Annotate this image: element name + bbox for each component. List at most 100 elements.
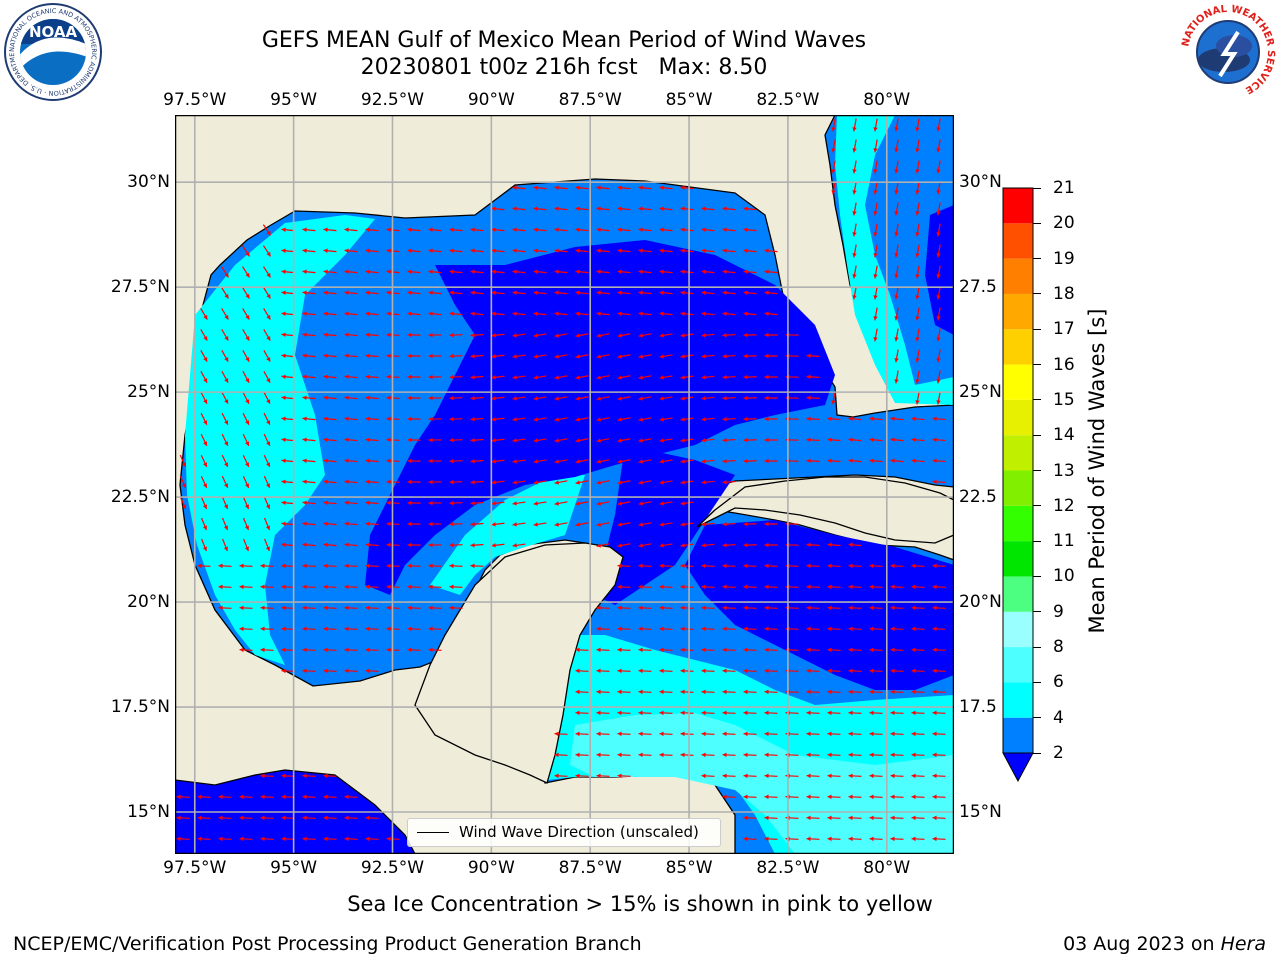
wind-wave-arrow — [263, 391, 271, 405]
wind-wave-arrow — [596, 417, 610, 422]
wind-wave-arrow — [407, 269, 421, 274]
wind-wave-arrow — [302, 626, 316, 632]
wind-wave-arrow — [936, 160, 941, 174]
wind-wave-arrow — [701, 522, 715, 527]
wind-wave-arrow — [323, 647, 337, 653]
lon-tick-bottom: 92.5°W — [360, 858, 425, 878]
wind-wave-arrow — [491, 269, 505, 274]
wind-wave-arrow — [512, 333, 526, 338]
wind-wave-arrow — [617, 206, 631, 211]
wind-wave-arrow — [659, 269, 673, 274]
wind-wave-arrow — [848, 542, 862, 547]
wind-wave-arrow — [827, 647, 841, 653]
lon-tick-top: 85°W — [665, 90, 713, 110]
wind-wave-arrow — [449, 374, 463, 380]
wind-wave-arrow — [554, 311, 568, 316]
wind-wave-arrow — [491, 480, 505, 485]
wind-wave-arrow — [407, 500, 421, 506]
credit-text: NCEP/EMC/Verification Post Processing Pr… — [13, 933, 642, 955]
wind-wave-arrow — [617, 248, 631, 253]
wind-wave-arrow — [407, 353, 421, 359]
wind-wave-arrow — [764, 353, 778, 359]
wind-wave-arrow — [680, 459, 694, 464]
wind-wave-arrow — [894, 181, 899, 195]
wind-wave-arrow — [743, 815, 757, 821]
wind-wave-arrow — [407, 584, 421, 590]
wind-wave-arrow — [806, 353, 820, 359]
wind-wave-arrow — [407, 605, 421, 611]
wind-wave-arrow — [764, 374, 778, 380]
wind-wave-arrow — [680, 752, 694, 758]
wind-wave-arrow — [869, 647, 883, 653]
wind-wave-arrow — [911, 626, 925, 632]
wind-wave-arrow — [617, 584, 631, 590]
wind-wave-arrow — [638, 563, 652, 569]
wind-wave-arrow — [281, 794, 295, 800]
wind-wave-arrow — [680, 563, 694, 569]
wind-wave-arrow — [365, 626, 379, 632]
wind-wave-arrow — [890, 689, 904, 695]
wind-wave-arrow — [263, 287, 271, 299]
wind-wave-arrow — [263, 412, 271, 426]
wind-wave-arrow — [533, 269, 547, 274]
wind-wave-arrow — [743, 794, 757, 800]
wind-wave-arrow — [179, 454, 187, 468]
wind-wave-arrow — [554, 459, 568, 464]
wind-wave-arrow — [323, 311, 337, 316]
map-frame — [175, 115, 954, 854]
wind-wave-arrow — [200, 370, 208, 384]
wind-wave-arrow — [701, 269, 715, 274]
wind-wave-arrow — [470, 480, 484, 485]
wind-wave-arrow — [911, 563, 925, 569]
wind-wave-arrow — [200, 329, 208, 341]
wind-wave-arrow — [915, 370, 920, 384]
wind-wave-arrow — [722, 248, 736, 253]
wind-wave-arrow — [323, 437, 337, 442]
wind-wave-arrow — [932, 458, 946, 464]
wind-wave-arrow — [890, 416, 904, 421]
wind-wave-arrow — [915, 244, 920, 258]
wind-wave-arrow — [344, 521, 358, 526]
wind-wave-arrow — [221, 496, 229, 510]
lon-tick-bottom: 82.5°W — [756, 858, 820, 878]
wind-wave-arrow — [638, 269, 652, 274]
wind-wave-arrow — [407, 248, 421, 253]
wind-wave-arrow — [764, 647, 778, 653]
wind-wave-arrow — [701, 731, 715, 737]
wind-wave-arrow — [428, 416, 442, 422]
wind-wave-arrow — [617, 501, 631, 506]
wind-wave-arrow — [701, 459, 715, 464]
wind-wave-arrow — [806, 584, 820, 590]
wind-wave-arrow — [407, 479, 421, 485]
wind-wave-arrow — [764, 311, 778, 316]
wind-wave-arrow — [827, 563, 841, 569]
wind-wave-arrow — [200, 350, 208, 362]
wind-wave-arrow — [659, 290, 673, 295]
wind-wave-arrow — [575, 522, 589, 527]
wind-wave-arrow — [915, 286, 920, 300]
wind-wave-arrow — [806, 731, 820, 737]
wind-wave-arrow — [596, 333, 610, 338]
colorbar-tick-label: 20 — [1053, 213, 1075, 234]
lon-tick-bottom: 95°W — [270, 858, 318, 878]
wind-wave-arrow — [936, 391, 941, 405]
wind-wave-arrow — [575, 438, 589, 443]
wind-wave-arrow — [365, 521, 379, 527]
wind-wave-arrow — [936, 307, 941, 321]
wind-wave-arrow — [701, 689, 715, 695]
wind-wave-arrow — [638, 333, 652, 338]
wind-wave-arrow — [428, 605, 442, 611]
colorbar-tick-label: 14 — [1053, 425, 1075, 446]
wind-wave-arrow — [936, 286, 941, 300]
wind-wave-arrow — [722, 710, 736, 716]
wind-wave-arrow — [848, 794, 862, 800]
wind-wave-arrow — [680, 417, 694, 422]
wind-wave-arrow — [743, 647, 757, 653]
wind-wave-arrow — [596, 290, 610, 295]
wind-wave-arrow — [701, 543, 715, 548]
wind-wave-arrow — [764, 668, 778, 674]
wind-wave-arrow — [575, 459, 589, 464]
wind-wave-arrow — [264, 538, 270, 552]
wind-wave-arrow — [512, 396, 526, 401]
wind-wave-arrow — [302, 227, 316, 232]
